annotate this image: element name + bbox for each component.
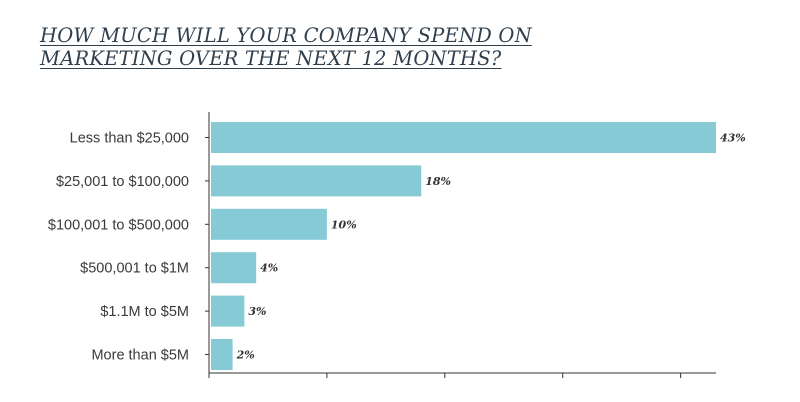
bar bbox=[211, 122, 716, 153]
bars-layer bbox=[211, 122, 716, 370]
bar bbox=[211, 295, 245, 327]
value-label: 43% bbox=[720, 132, 746, 145]
category-label: $500,001 to $1M bbox=[80, 261, 189, 277]
value-label: 4% bbox=[260, 262, 278, 275]
category-labels: Less than $25,000 $25,001 to $100,000 $100… bbox=[48, 131, 189, 364]
chart-title-line-2: MARKETING OVER THE NEXT 12 MONTHS? bbox=[40, 47, 502, 70]
bar bbox=[211, 252, 257, 284]
category-label: More than $5M bbox=[91, 348, 189, 364]
value-label: 2% bbox=[236, 349, 255, 362]
bar bbox=[211, 208, 327, 240]
chart-title-line-1: HOW MUCH WILL YOUR COMPANY SPEND ON bbox=[40, 24, 532, 47]
axis-layer bbox=[205, 112, 716, 378]
bar bbox=[211, 165, 422, 197]
category-label: $100,001 to $500,000 bbox=[48, 217, 189, 233]
chart-title: HOW MUCH WILL YOUR COMPANY SPEND ON MARK… bbox=[40, 24, 532, 70]
value-label: 10% bbox=[331, 218, 357, 231]
value-labels: 43% 18% 10% 4% 3% 2% bbox=[236, 132, 746, 362]
category-label: $25,001 to $100,000 bbox=[56, 174, 189, 190]
category-label: Less than $25,000 bbox=[70, 131, 189, 147]
bar bbox=[211, 339, 233, 370]
value-label: 3% bbox=[248, 305, 266, 318]
value-label: 18% bbox=[425, 175, 451, 188]
category-label: $1.1M to $5M bbox=[100, 304, 189, 320]
